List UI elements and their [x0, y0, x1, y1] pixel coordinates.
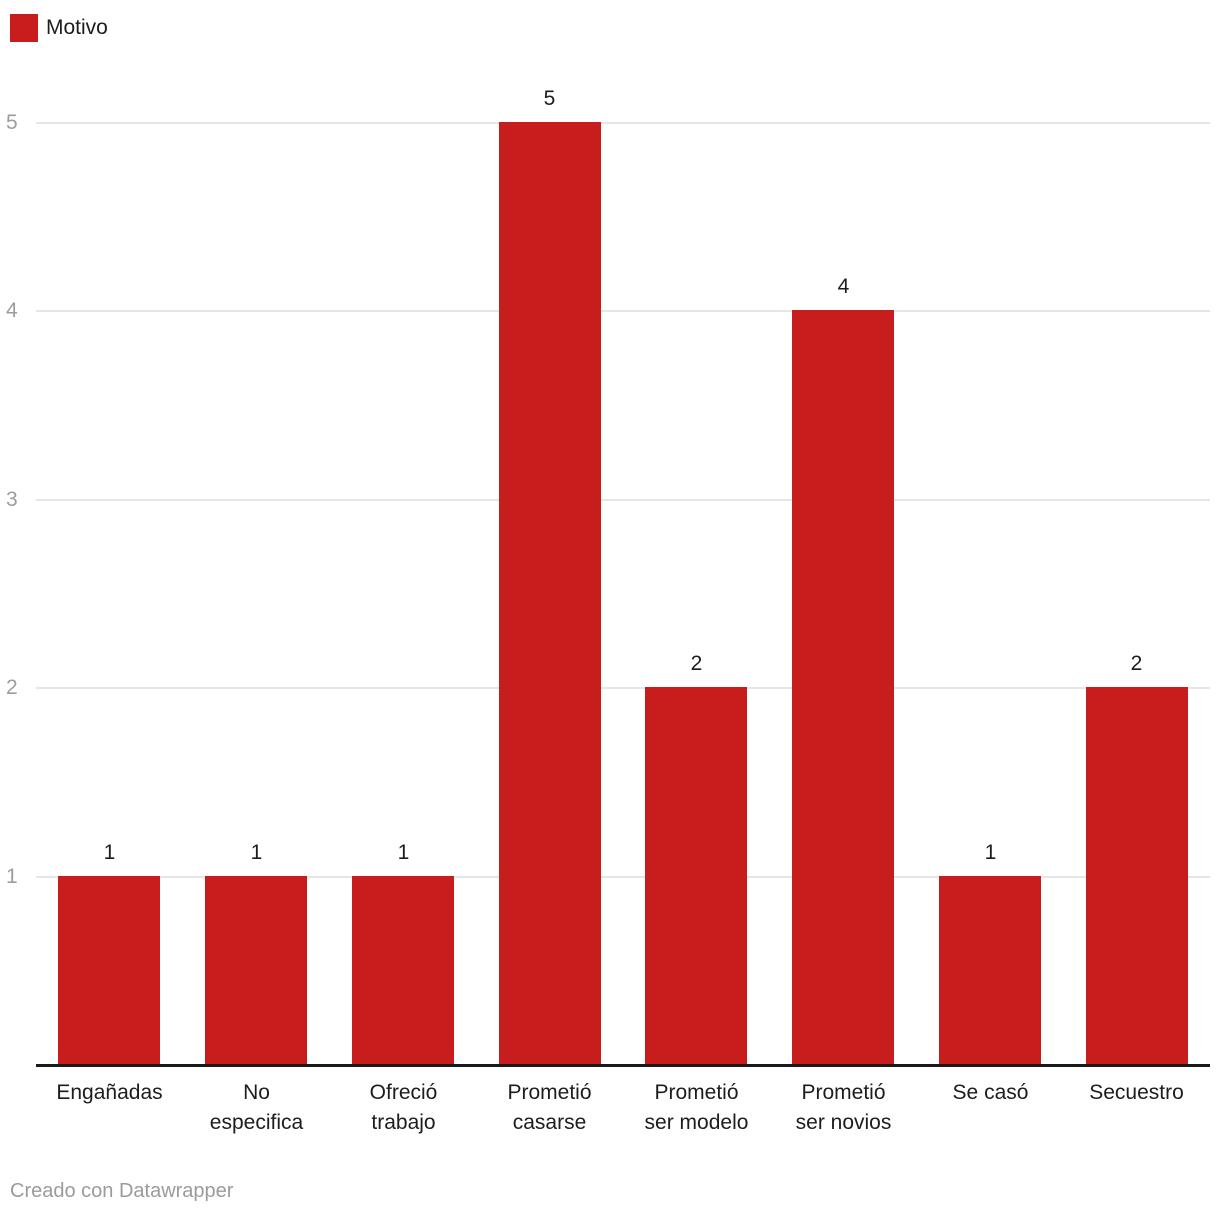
- gridline: [36, 122, 1210, 124]
- category-label-text: Prometió casarse: [507, 1081, 592, 1134]
- bar[interactable]: [58, 876, 160, 1064]
- category-label-text: Ofreció trabajo: [369, 1081, 438, 1134]
- bar-value-label: 2: [690, 652, 703, 675]
- bar-value-label: 1: [250, 841, 263, 864]
- bar-value-label: 1: [397, 841, 410, 864]
- category-label: Ofreció trabajo: [330, 1078, 477, 1138]
- legend: Motivo: [10, 14, 108, 42]
- bar[interactable]: [205, 876, 307, 1064]
- y-axis-tick-label: 1: [6, 865, 18, 888]
- category-label: Prometió ser novios: [770, 1078, 917, 1138]
- gridline: [36, 687, 1210, 689]
- x-axis-line: [36, 1064, 1210, 1067]
- bar[interactable]: [939, 876, 1041, 1064]
- bar-value-label: 4: [837, 275, 850, 298]
- bar[interactable]: [352, 876, 454, 1064]
- bar[interactable]: [645, 687, 747, 1064]
- y-axis-tick-label: 3: [6, 488, 18, 511]
- bar-value-label: 5: [543, 87, 556, 110]
- gridline: [36, 876, 1210, 878]
- attribution-text: Creado con Datawrapper: [10, 1180, 234, 1202]
- gridline: [36, 310, 1210, 312]
- category-label-text: Engañadas: [56, 1081, 163, 1104]
- bar-value-label: 1: [984, 841, 997, 864]
- legend-color-swatch: [10, 14, 38, 42]
- gridline: [36, 499, 1210, 501]
- y-axis-tick-label: 2: [6, 676, 18, 699]
- y-axis-tick-label: 4: [6, 299, 18, 322]
- category-label: Engañadas: [36, 1078, 183, 1108]
- bar[interactable]: [499, 122, 601, 1064]
- y-axis-tick-label: 5: [6, 111, 18, 134]
- category-label-text: Se casó: [952, 1081, 1029, 1104]
- category-label: No especifica: [183, 1078, 330, 1138]
- category-label-text: Secuestro: [1089, 1081, 1184, 1104]
- category-label-text: No especifica: [209, 1081, 304, 1134]
- category-label: Secuestro: [1063, 1078, 1210, 1108]
- bar-value-label: 2: [1130, 652, 1143, 675]
- category-label-text: Prometió ser novios: [795, 1081, 892, 1134]
- bar[interactable]: [792, 310, 894, 1064]
- category-label: Se casó: [917, 1078, 1064, 1108]
- bar-value-label: 1: [103, 841, 116, 864]
- legend-label: Motivo: [46, 16, 108, 39]
- category-label: Prometió ser modelo: [623, 1078, 770, 1138]
- category-label-text: Prometió ser modelo: [644, 1081, 749, 1134]
- category-label: Prometió casarse: [476, 1078, 623, 1138]
- bar[interactable]: [1086, 687, 1188, 1064]
